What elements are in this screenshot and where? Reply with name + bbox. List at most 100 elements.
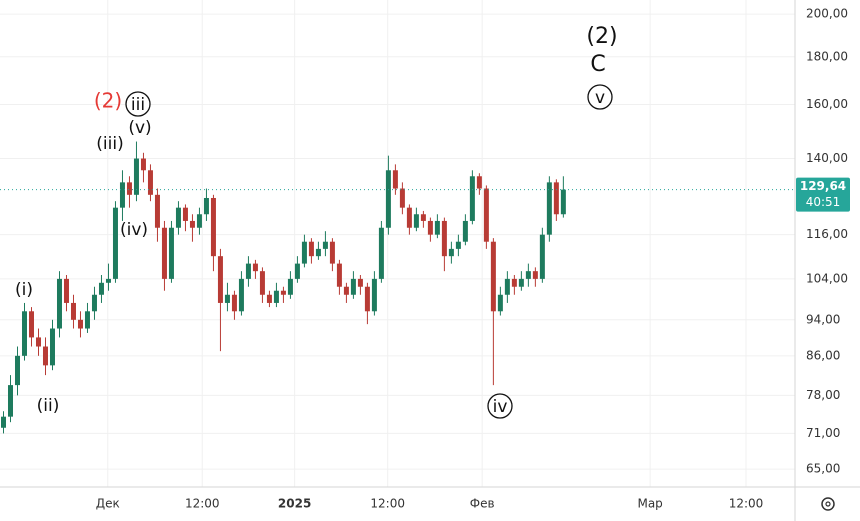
y-tick-label: 78,00 xyxy=(806,388,840,402)
wave-label: (2) xyxy=(586,24,617,49)
candle-body xyxy=(189,220,195,228)
candle-body xyxy=(28,311,34,338)
gear-center[interactable] xyxy=(825,501,831,507)
last-price-label: 129,64 xyxy=(800,179,846,193)
wave-label: iii xyxy=(131,95,145,115)
y-tick-label: 160,00 xyxy=(806,97,848,111)
candle-body xyxy=(21,311,27,356)
candle-body xyxy=(511,278,517,287)
candle-body xyxy=(147,170,153,195)
candle-body xyxy=(406,207,412,228)
y-tick-label: 71,00 xyxy=(806,426,840,440)
candle-body xyxy=(168,227,174,279)
gear-icon[interactable] xyxy=(821,497,835,511)
y-tick-label: 180,00 xyxy=(806,49,848,63)
candle-body xyxy=(112,207,118,279)
candle-body xyxy=(175,207,181,228)
candle-body xyxy=(91,294,97,312)
candle-body xyxy=(336,263,342,287)
candle-body xyxy=(301,241,307,264)
candle-body xyxy=(497,294,503,312)
candle-body xyxy=(119,182,125,208)
candle-body xyxy=(56,278,62,329)
x-tick-label: 12:00 xyxy=(729,497,764,511)
candle-body xyxy=(322,241,328,249)
candle-body xyxy=(224,294,230,303)
candle-body xyxy=(539,234,545,279)
candle-body xyxy=(203,197,209,215)
countdown-label: 40:51 xyxy=(806,195,841,209)
wave-label: v xyxy=(595,88,605,108)
candle-body xyxy=(329,241,335,264)
candle-body xyxy=(357,278,363,287)
candle-body xyxy=(238,278,244,312)
candle-body xyxy=(420,214,426,221)
candle-body xyxy=(350,278,356,295)
candle-body xyxy=(7,385,13,417)
candle-body xyxy=(154,194,160,228)
candle-body xyxy=(378,227,384,279)
candle-body xyxy=(392,170,398,189)
candle-body xyxy=(371,278,377,312)
annotation-circle xyxy=(587,84,613,110)
candle-body xyxy=(343,286,349,295)
candle-body xyxy=(231,294,237,312)
candle-body xyxy=(245,263,251,279)
candle-body xyxy=(252,263,258,272)
candle-body xyxy=(532,271,538,279)
wave-label: C xyxy=(590,52,605,77)
candle-body xyxy=(140,158,146,171)
candle-body xyxy=(553,182,559,215)
x-tick-label: 12:00 xyxy=(185,497,220,511)
candle-body xyxy=(518,278,524,287)
candle-body xyxy=(273,290,279,303)
candle-body xyxy=(413,214,419,228)
candle-body xyxy=(105,278,111,283)
wave-label: (ii) xyxy=(37,396,60,416)
candle-body xyxy=(455,241,461,249)
candle-body xyxy=(161,227,167,279)
candle-body xyxy=(462,220,468,242)
y-tick-label: 200,00 xyxy=(806,7,848,21)
y-tick-label: 65,00 xyxy=(806,462,840,476)
candle-body xyxy=(259,271,265,295)
candle-body xyxy=(399,188,405,208)
wave-label: iv xyxy=(493,397,508,417)
candle-body xyxy=(210,197,216,257)
candle-body xyxy=(385,170,391,228)
candle-body xyxy=(364,286,370,312)
candle-body xyxy=(182,207,188,221)
candle-body xyxy=(427,220,433,235)
settings-button[interactable] xyxy=(821,497,835,511)
y-tick-label: 140,00 xyxy=(806,151,848,165)
y-tick-label: 86,00 xyxy=(806,348,840,362)
candle-body xyxy=(287,278,293,295)
x-tick-label: Фев xyxy=(470,497,495,511)
candle-body xyxy=(42,346,48,366)
candle-body xyxy=(294,263,300,279)
wave-label: (2) xyxy=(94,89,122,113)
candle-body xyxy=(441,220,447,257)
candle-body xyxy=(49,328,55,366)
x-tick-label: 2025 xyxy=(278,497,311,511)
wave-label: (v) xyxy=(128,118,151,138)
candle-body xyxy=(35,337,41,347)
candle-body xyxy=(434,220,440,235)
candle-body xyxy=(476,176,482,189)
candle-body xyxy=(63,278,69,303)
wave-label: (iv) xyxy=(120,220,148,240)
y-tick-label: 104,00 xyxy=(806,271,848,285)
y-tick-label: 116,00 xyxy=(806,227,848,241)
candle-body xyxy=(315,248,321,257)
candle-body xyxy=(98,282,104,295)
candle-body xyxy=(266,294,272,303)
annotation-circle xyxy=(487,393,513,419)
candle-body xyxy=(560,189,566,215)
candle-body xyxy=(196,214,202,228)
candle-body xyxy=(504,278,510,295)
candle-body xyxy=(70,302,76,320)
candle-body xyxy=(546,182,552,235)
candle-body xyxy=(483,188,489,242)
candle-body xyxy=(448,248,454,257)
